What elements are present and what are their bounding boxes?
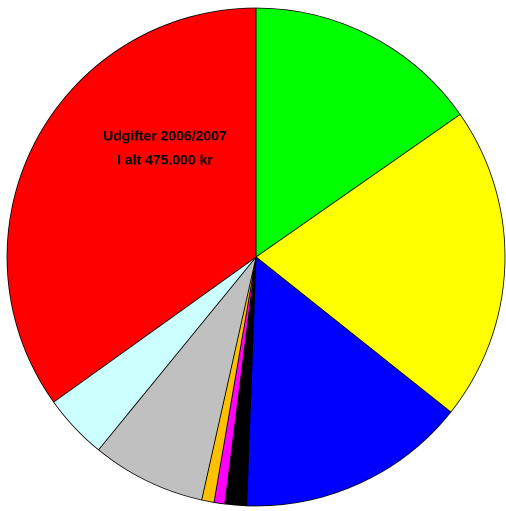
- pie-slice: [6, 7, 257, 403]
- pie-slice: [255, 7, 461, 258]
- chart-title: Udgifter 2006/2007: [103, 128, 227, 144]
- pie-slice: [255, 113, 506, 413]
- pie: [6, 7, 506, 507]
- pie-slice: [97, 256, 257, 501]
- chart-subtitle: I alt 475.000 kr: [117, 152, 213, 168]
- pie-slice: [246, 256, 452, 507]
